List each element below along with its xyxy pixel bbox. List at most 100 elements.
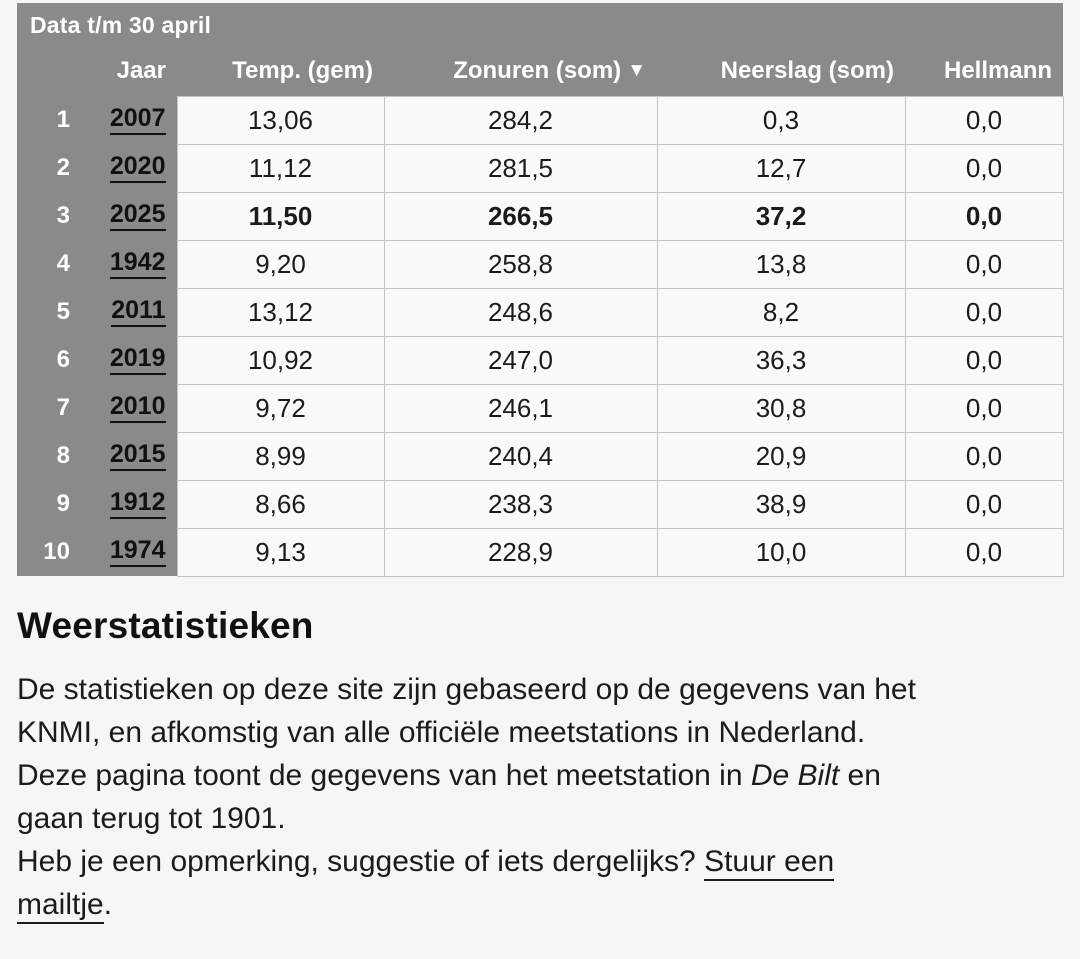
about-line4: gaan terug tot 1901. <box>17 801 286 835</box>
cell-hellmann: 0,0 <box>904 383 1064 433</box>
cell-hellmann: 0,0 <box>904 287 1064 337</box>
cell-zonuren: 266,5 <box>383 191 658 241</box>
rank-label: 5 <box>56 298 70 325</box>
cell-zonuren: 247,0 <box>383 335 658 385</box>
cell-temp: 10,92 <box>176 335 385 385</box>
year-link[interactable]: 1942 <box>109 249 166 279</box>
cell-hellmann: 0,0 <box>904 239 1064 289</box>
cell-temp: 9,13 <box>176 527 385 577</box>
table-row: 10 1974 9,13 228,9 10,0 0,0 <box>17 527 1064 577</box>
cell-temp: 13,06 <box>176 95 385 145</box>
cell-neerslag: 20,9 <box>656 431 906 481</box>
rank-year-cell: 3 2025 <box>17 192 178 240</box>
cell-hellmann: 0,0 <box>904 95 1064 145</box>
mail-link-text-1: Stuur een <box>704 844 835 881</box>
sort-desc-icon: ▼ <box>627 59 646 81</box>
column-header-hellmann[interactable]: Hellmann <box>905 51 1064 96</box>
cell-neerslag: 12,7 <box>656 143 906 193</box>
table-row: 8 2015 8,99 240,4 20,9 0,0 <box>17 431 1064 481</box>
table-head: Data t/m 30 april Jaar Temp. (gem) Zonur… <box>17 3 1064 96</box>
year-link[interactable]: 2025 <box>109 201 166 231</box>
column-header-zonuren[interactable]: Zonuren (som) ▼ <box>384 51 657 96</box>
rank-label: 9 <box>56 490 70 517</box>
rank-year-cell: 9 1912 <box>17 480 178 528</box>
cell-hellmann: 0,0 <box>904 191 1064 241</box>
cell-neerslag: 8,2 <box>656 287 906 337</box>
cell-zonuren: 246,1 <box>383 383 658 433</box>
rank-label: 10 <box>43 538 70 565</box>
year-link[interactable]: 2015 <box>109 441 166 471</box>
rank-year-cell: 2 2020 <box>17 144 178 192</box>
table-title: Data t/m 30 april <box>17 3 1064 51</box>
about-line5-pre: Heb je een opmerking, suggestie of iets … <box>17 844 705 878</box>
column-header-temp[interactable]: Temp. (gem) <box>177 51 384 96</box>
rank-label: 6 <box>56 346 70 373</box>
table-row: 2 2020 11,12 281,5 12,7 0,0 <box>17 143 1064 193</box>
weather-stats-table: Data t/m 30 april Jaar Temp. (gem) Zonur… <box>17 3 1064 577</box>
about-text: De statistieken op deze site zijn gebase… <box>17 668 1063 926</box>
cell-zonuren: 281,5 <box>383 143 658 193</box>
rank-label: 1 <box>56 106 70 133</box>
cell-neerslag: 38,9 <box>656 479 906 529</box>
rank-year-cell: 7 2010 <box>17 384 178 432</box>
year-link[interactable]: 2007 <box>109 105 166 135</box>
cell-neerslag: 10,0 <box>656 527 906 577</box>
cell-hellmann: 0,0 <box>904 143 1064 193</box>
cell-neerslag: 30,8 <box>656 383 906 433</box>
cell-neerslag: 0,3 <box>656 95 906 145</box>
cell-zonuren: 284,2 <box>383 95 658 145</box>
cell-temp: 8,99 <box>176 431 385 481</box>
year-link[interactable]: 1974 <box>109 537 166 567</box>
about-period: . <box>103 887 113 921</box>
cell-neerslag: 13,8 <box>656 239 906 289</box>
cell-zonuren: 258,8 <box>383 239 658 289</box>
column-header-zonuren-label: Zonuren (som) <box>453 56 622 84</box>
year-link[interactable]: 1912 <box>109 489 166 519</box>
cell-temp: 13,12 <box>176 287 385 337</box>
column-header-row: Jaar Temp. (gem) Zonuren (som) ▼ Neerslag… <box>17 51 1064 96</box>
mail-link-text-2: mailtje <box>17 887 104 924</box>
rank-year-cell: 8 2015 <box>17 432 178 480</box>
cell-hellmann: 0,0 <box>904 431 1064 481</box>
rank-label: 7 <box>56 394 70 421</box>
column-header-jaar[interactable]: Jaar <box>17 51 177 96</box>
cell-hellmann: 0,0 <box>904 527 1064 577</box>
mail-link[interactable]: Stuur een mailtje <box>17 844 835 924</box>
table-row: 4 1942 9,20 258,8 13,8 0,0 <box>17 239 1064 289</box>
rank-label: 2 <box>56 154 70 181</box>
page: Data t/m 30 april Jaar Temp. (gem) Zonur… <box>17 3 1064 926</box>
year-link[interactable]: 2011 <box>111 297 166 327</box>
cell-temp: 11,50 <box>176 191 385 241</box>
table-title-row: Data t/m 30 april <box>17 3 1064 51</box>
about-line3-post: en <box>839 758 881 792</box>
cell-temp: 11,12 <box>176 143 385 193</box>
rank-label: 4 <box>56 250 70 277</box>
rank-year-cell: 5 2011 <box>17 288 178 336</box>
cell-temp: 9,72 <box>176 383 385 433</box>
cell-zonuren: 240,4 <box>383 431 658 481</box>
table-row: 3 2025 11,50 266,5 37,2 0,0 <box>17 191 1064 241</box>
station-name: De Bilt <box>750 758 840 792</box>
rank-year-cell: 1 2007 <box>17 96 178 144</box>
rank-year-cell: 6 2019 <box>17 336 178 384</box>
column-header-neerslag[interactable]: Neerslag (som) <box>657 51 905 96</box>
cell-neerslag: 36,3 <box>656 335 906 385</box>
cell-zonuren: 248,6 <box>383 287 658 337</box>
rank-year-cell: 10 1974 <box>17 528 178 576</box>
about-line1: De statistieken op deze site zijn gebase… <box>17 672 916 706</box>
about-line3-pre: Deze pagina toont de gegevens van het me… <box>17 758 751 792</box>
cell-temp: 8,66 <box>176 479 385 529</box>
cell-temp: 9,20 <box>176 239 385 289</box>
rank-year-cell: 4 1942 <box>17 240 178 288</box>
table-body: 1 2007 13,06 284,2 0,3 0,0 2 2020 11,12 … <box>17 95 1064 577</box>
table-row: 5 2011 13,12 248,6 8,2 0,0 <box>17 287 1064 337</box>
table-row: 9 1912 8,66 238,3 38,9 0,0 <box>17 479 1064 529</box>
year-link[interactable]: 2010 <box>109 393 166 423</box>
cell-hellmann: 0,0 <box>904 479 1064 529</box>
table-row: 1 2007 13,06 284,2 0,3 0,0 <box>17 95 1064 145</box>
year-link[interactable]: 2020 <box>109 153 166 183</box>
cell-zonuren: 228,9 <box>383 527 658 577</box>
year-link[interactable]: 2019 <box>109 345 166 375</box>
page-title: Weerstatistieken <box>17 604 314 646</box>
rank-label: 3 <box>56 202 70 229</box>
